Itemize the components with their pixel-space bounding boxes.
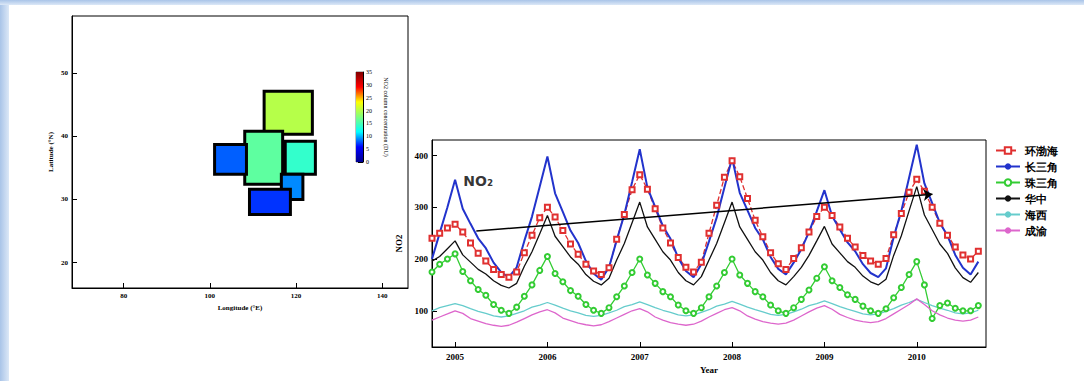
svg-text:15: 15: [366, 120, 372, 126]
svg-text:华中: 华中: [1024, 193, 1047, 205]
svg-text:35: 35: [366, 69, 372, 75]
svg-text:长三角: 长三角: [1024, 161, 1058, 173]
svg-text:Year: Year: [700, 365, 718, 375]
svg-text:环渤海: 环渤海: [1024, 145, 1058, 157]
svg-text:20: 20: [366, 108, 372, 114]
svg-text:2006: 2006: [538, 352, 557, 362]
svg-text:NO₂: NO₂: [463, 173, 493, 189]
svg-text:30: 30: [61, 195, 69, 203]
svg-text:120: 120: [291, 292, 302, 300]
svg-text:2007: 2007: [631, 352, 650, 362]
svg-text:140: 140: [377, 292, 388, 300]
svg-text:成渝: 成渝: [1024, 225, 1048, 237]
svg-text:25: 25: [366, 95, 372, 101]
svg-text:Latitude (°N): Latitude (°N): [47, 131, 55, 172]
svg-text:5: 5: [366, 146, 369, 152]
svg-text:80: 80: [120, 292, 128, 300]
svg-text:20: 20: [61, 259, 69, 267]
svg-text:300: 300: [415, 202, 429, 212]
svg-text:100: 100: [415, 306, 429, 316]
svg-text:珠三角: 珠三角: [1024, 177, 1058, 189]
svg-text:0: 0: [366, 159, 369, 165]
svg-text:10: 10: [366, 133, 372, 139]
svg-text:2008: 2008: [723, 352, 742, 362]
svg-text:40: 40: [61, 132, 69, 140]
svg-text:50: 50: [61, 69, 69, 77]
svg-text:NO2 column concentration (DU): NO2 column concentration (DU): [382, 77, 389, 156]
svg-text:2010: 2010: [908, 352, 927, 362]
svg-text:100: 100: [205, 292, 216, 300]
svg-text:海西: 海西: [1024, 209, 1047, 221]
svg-text:200: 200: [415, 254, 429, 264]
svg-text:30: 30: [366, 82, 372, 88]
svg-text:2005: 2005: [446, 352, 465, 362]
svg-text:400: 400: [415, 151, 429, 161]
svg-text:NO2: NO2: [394, 234, 404, 253]
svg-text:Longitude (°E): Longitude (°E): [218, 304, 263, 312]
svg-text:2009: 2009: [815, 352, 834, 362]
